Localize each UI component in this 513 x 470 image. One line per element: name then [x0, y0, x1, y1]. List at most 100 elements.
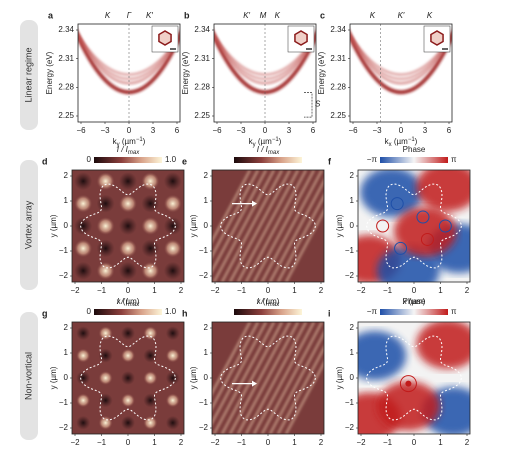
y-tick-label: 2.28	[194, 82, 210, 91]
intensity-spot	[143, 415, 158, 430]
x-tick-label: −6	[76, 126, 86, 135]
x-tick-label: −2	[356, 438, 366, 447]
colorbar-max: π	[451, 307, 457, 316]
colorbar	[380, 157, 448, 163]
y-tick-label: 1	[350, 196, 355, 205]
intensity-spot	[121, 348, 135, 363]
x-tick-label: 2	[319, 286, 324, 295]
panel-letter: a	[48, 10, 54, 20]
y-tick-label: −1	[59, 398, 69, 407]
intensity-spot	[96, 172, 115, 191]
y-tick-label: −1	[59, 246, 69, 255]
vortex-marker	[416, 210, 430, 224]
text-part: x	[389, 142, 392, 148]
y-tick-label: 1	[204, 196, 209, 205]
x-tick-label: 0	[266, 286, 271, 295]
plot-image	[212, 322, 324, 434]
vortex-core	[405, 380, 412, 387]
intensity-spot	[98, 348, 113, 363]
colorbar	[94, 157, 162, 163]
x-tick-label: −1	[237, 438, 247, 447]
phase-region	[416, 170, 470, 212]
fringe	[228, 170, 292, 282]
text-part: −1	[408, 137, 416, 143]
row-label-box	[20, 160, 38, 290]
y-tick-label: 2.34	[330, 25, 346, 34]
x-tick-label: 2	[465, 286, 470, 295]
arrow-head	[252, 380, 257, 387]
x-tick-label: 1	[438, 286, 443, 295]
intensity-spot	[143, 371, 158, 385]
x-axis-label: x (µm)	[257, 297, 280, 306]
intensity-spot	[141, 239, 160, 258]
top-label: K	[427, 11, 433, 20]
intensity-spot	[96, 217, 115, 235]
annotation-bracket	[304, 92, 313, 118]
x-tick-label: 1	[292, 438, 297, 447]
y-tick-label: 2	[64, 323, 69, 332]
text-part: (µm	[392, 137, 408, 146]
y-axis-label: y (µm)	[189, 366, 198, 389]
x-tick-label: 6	[447, 126, 452, 135]
y-tick-label: 2	[204, 323, 209, 332]
vortex-marker	[390, 197, 404, 211]
intensity-spot	[165, 393, 180, 408]
fringe	[252, 322, 316, 434]
intensity-spot	[98, 371, 113, 385]
y-tick-label: 2	[64, 171, 69, 180]
intensity-spot	[119, 239, 137, 258]
row-label-box	[20, 20, 38, 130]
fringe	[268, 178, 324, 282]
panel-letter: d	[42, 156, 48, 166]
x-tick-label: 0	[412, 438, 417, 447]
x-axis-label: x (µm)	[117, 297, 140, 306]
top-label: K′	[243, 11, 250, 20]
y-tick-label: −2	[345, 271, 355, 280]
x-tick-label: 1	[438, 438, 443, 447]
x-tick-label: −2	[210, 286, 220, 295]
y-tick-label: 2.31	[330, 54, 346, 63]
intensity-spot	[76, 348, 91, 363]
intensity-spot	[76, 371, 91, 385]
fringe	[212, 322, 252, 396]
intensity-spot	[163, 172, 182, 191]
text-part: y	[117, 142, 120, 148]
x-tick-label: 0	[127, 126, 132, 135]
text-part: I / I	[257, 297, 269, 306]
y-axis-label: Energy (eV)	[317, 51, 326, 94]
y-tick-label: 2.31	[58, 54, 74, 63]
fringe	[236, 170, 300, 282]
colorbar-min: 0	[87, 155, 92, 164]
y-axis-label: y (µm)	[335, 214, 344, 237]
x-tick-label: 6	[175, 126, 180, 135]
x-tick-label: −1	[383, 438, 393, 447]
vortex-marker	[394, 241, 408, 255]
y-tick-label: 2.25	[58, 111, 74, 120]
y-tick-label: 0	[204, 373, 209, 382]
colorbar-max: 1.0	[165, 307, 177, 316]
intensity-spot	[74, 239, 93, 258]
plot-image	[358, 322, 470, 434]
phase-region	[360, 170, 423, 218]
row-label-box	[20, 312, 38, 440]
colorbar-max: 1.0	[165, 155, 177, 164]
top-label: Γ	[127, 11, 132, 20]
intensity-spot	[165, 348, 180, 363]
y-tick-label: 2.25	[330, 111, 346, 120]
x-tick-label: 2	[179, 286, 184, 295]
fringe	[212, 322, 260, 411]
contour	[80, 335, 176, 421]
x-tick-label: 3	[287, 126, 292, 135]
row-label: Linear regime	[23, 47, 33, 102]
x-tick-label: 0	[399, 126, 404, 135]
text-part: −1	[272, 137, 280, 143]
y-tick-label: 1	[64, 348, 69, 357]
y-tick-label: 2.34	[58, 25, 74, 34]
x-axis-label: ky (µm−1)	[249, 137, 282, 148]
x-tick-label: 2	[179, 438, 184, 447]
y-tick-label: −1	[345, 398, 355, 407]
text-part: max	[128, 302, 140, 308]
fringe	[220, 170, 284, 282]
top-label: K′	[398, 11, 405, 20]
top-label: K′	[146, 11, 153, 20]
